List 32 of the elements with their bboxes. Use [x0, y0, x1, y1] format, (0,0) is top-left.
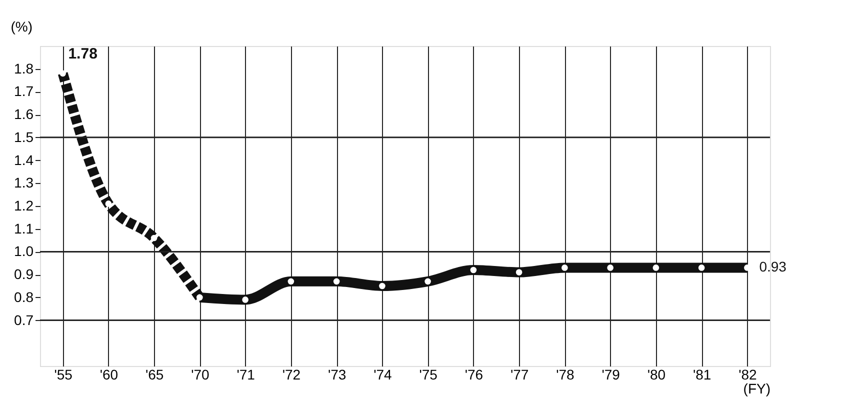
x-tick-label: '80 [647, 366, 666, 382]
x-tick-label: '71 [236, 366, 256, 382]
x-tick-label: '77 [510, 366, 529, 382]
y-axis-title: (%) [10, 18, 32, 34]
x-tick-label: '72 [282, 366, 301, 382]
x-tick-label: '79 [602, 366, 620, 382]
x-tick-label: '74 [374, 366, 392, 382]
y-tick-label: 1.7 [14, 83, 34, 100]
x-tick-label: '76 [464, 366, 484, 382]
x-tick-label: '60 [100, 366, 118, 382]
x-tick-label: '75 [419, 366, 438, 382]
x-axis-title: (FY) [743, 380, 770, 396]
y-tick-label: 0.9 [14, 266, 34, 282]
y-tick-label: 1.5 [14, 128, 34, 145]
x-tick-label: '81 [692, 366, 712, 382]
annotation: 0.93 [759, 258, 787, 275]
x-tick-label: '65 [145, 366, 164, 382]
x-tick-label: '78 [556, 366, 575, 382]
y-tick-label: 1.4 [14, 152, 34, 168]
y-tick-label: 1.2 [14, 198, 34, 214]
y-tick-label: 1.3 [14, 174, 34, 191]
y-tick-label: 1.1 [14, 220, 34, 236]
y-tick-label: 0.8 [14, 288, 34, 305]
x-tick-label: '55 [54, 366, 73, 382]
annotation: 1.78 [68, 45, 98, 62]
x-tick-label: '82 [738, 366, 758, 382]
x-tick-label: '73 [328, 366, 346, 382]
y-tick-label: 0.7 [14, 312, 34, 328]
x-tick-label: '70 [191, 366, 210, 382]
y-tick-label: 1.0 [14, 243, 34, 260]
y-tick-label: 1.6 [14, 106, 34, 122]
y-tick-label: 1.8 [14, 60, 34, 76]
